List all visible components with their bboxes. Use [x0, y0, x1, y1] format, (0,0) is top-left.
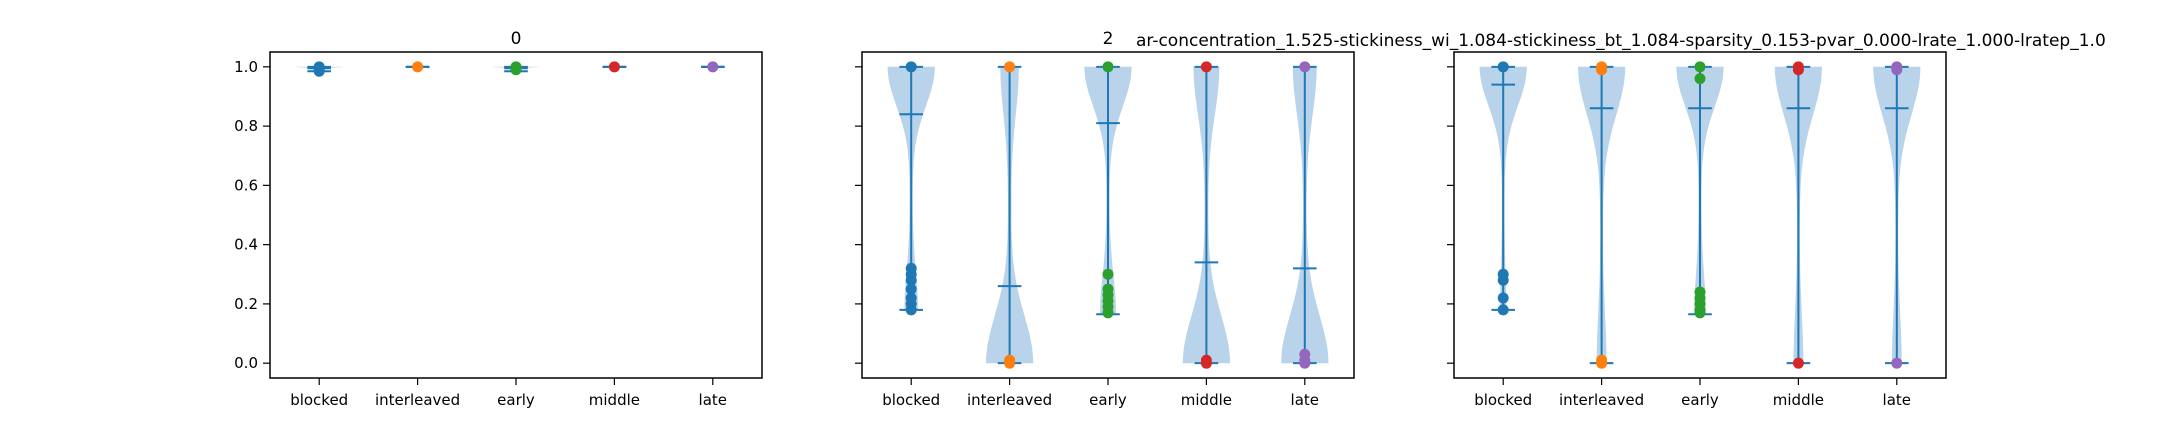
y-tick-label: 0.0 — [234, 354, 258, 372]
violin-late — [700, 61, 725, 73]
data-point — [1497, 274, 1509, 286]
x-tick-label: middle — [1773, 391, 1824, 409]
data-point — [1694, 61, 1706, 73]
figure-suptitle: ar-concentration_1.525-stickiness_wi_1.0… — [1136, 31, 2106, 51]
x-tick-label: blocked — [882, 391, 940, 409]
data-point — [1497, 304, 1509, 316]
data-point — [313, 65, 325, 77]
data-point — [1596, 64, 1608, 76]
x-tick-label: blocked — [1474, 391, 1532, 409]
violin-early — [492, 61, 540, 76]
x-tick-label: interleaved — [1559, 391, 1644, 409]
data-point — [1497, 61, 1509, 73]
data-point — [1891, 64, 1903, 76]
violin-early — [1084, 61, 1132, 319]
violin-interleaved — [1578, 61, 1626, 369]
x-tick-label: late — [1883, 391, 1911, 409]
subplot-title: 2 — [1103, 29, 1114, 49]
violin-middle — [602, 61, 627, 73]
x-tick-label: middle — [1181, 391, 1232, 409]
violin-blocked — [887, 61, 935, 316]
subplot-0: 0.0 0.2 0.4 0.6 0.8 1.0 blocked interleaved earl… — [234, 29, 763, 409]
violin-middle — [1182, 61, 1230, 369]
data-point — [1200, 357, 1212, 369]
data-point — [1891, 357, 1903, 369]
y-tick-label: 0.8 — [234, 117, 258, 135]
data-point — [1299, 61, 1311, 73]
x-tick-label: interleaved — [375, 391, 460, 409]
data-point — [1102, 268, 1114, 280]
data-point — [1004, 357, 1016, 369]
data-point — [1299, 357, 1311, 369]
data-point — [1792, 64, 1804, 76]
y-tick-label: 0.4 — [234, 236, 258, 254]
data-point — [510, 64, 522, 76]
x-tick-label: middle — [589, 391, 640, 409]
x-tick-label: interleaved — [967, 391, 1052, 409]
data-point — [905, 283, 917, 295]
x-tick-label: blocked — [290, 391, 348, 409]
x-tick-label: early — [497, 391, 535, 409]
x-tick-label: late — [699, 391, 727, 409]
x-tick-label: early — [1681, 391, 1719, 409]
data-point — [1792, 357, 1804, 369]
violin-interleaved — [405, 61, 430, 73]
data-point — [905, 61, 917, 73]
x-tick-label: early — [1089, 391, 1127, 409]
y-tick-label: 1.0 — [234, 58, 258, 76]
axes-frame — [269, 51, 763, 379]
data-point — [1200, 61, 1212, 73]
data-point — [1102, 307, 1114, 319]
data-point — [707, 61, 719, 73]
data-point — [1694, 73, 1706, 85]
subplot-title: 0 — [511, 29, 522, 49]
subplots: 0.0 0.2 0.4 0.6 0.8 1.0 blocked interleaved earl… — [234, 29, 1947, 409]
violin-middle — [1774, 61, 1822, 369]
y-tick-label: 0.6 — [234, 176, 258, 194]
x-tick-label: late — [1291, 391, 1319, 409]
data-point — [1497, 292, 1509, 304]
subplot-1: blocked interleaved early middle late 2 — [855, 29, 1355, 409]
data-point — [608, 61, 620, 73]
data-point — [905, 274, 917, 286]
violin-early — [1676, 61, 1724, 319]
data-point — [905, 304, 917, 316]
violin-interleaved — [986, 61, 1034, 369]
data-point — [412, 61, 424, 73]
data-point — [1004, 61, 1016, 73]
data-point — [1694, 307, 1706, 319]
data-point — [1596, 357, 1608, 369]
violin-blocked — [1479, 61, 1527, 316]
violin-late — [1281, 61, 1329, 369]
violin-blocked — [295, 61, 343, 77]
subplot-2: blocked interleaved early middle late — [1447, 51, 1947, 409]
y-tick-label: 0.2 — [234, 295, 258, 313]
violin-late — [1873, 61, 1921, 369]
data-point — [1102, 61, 1114, 73]
